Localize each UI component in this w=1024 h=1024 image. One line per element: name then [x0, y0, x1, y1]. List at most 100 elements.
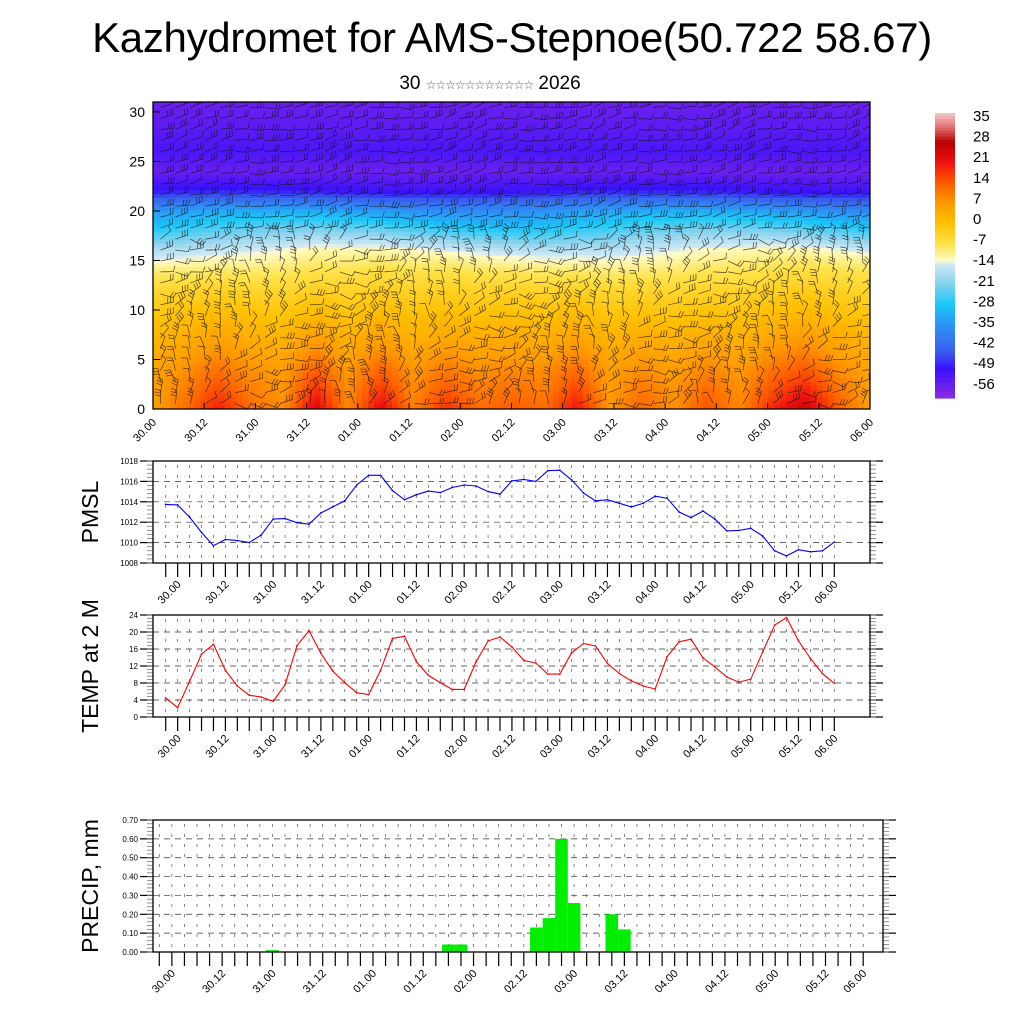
heatmap-cell — [738, 144, 746, 149]
heatmap-cell — [344, 163, 351, 168]
heatmap-cell — [517, 163, 525, 168]
heatmap-cell — [493, 128, 501, 134]
heatmap-cell — [445, 163, 453, 168]
heatmap-cell — [654, 220, 662, 226]
heatmap-cell — [840, 182, 847, 188]
heatmap-cell — [654, 140, 662, 145]
heatmap-cell — [332, 182, 339, 188]
heatmap-cell — [224, 190, 232, 195]
heatmap-cell — [553, 220, 560, 226]
heatmap-cell — [362, 136, 369, 141]
heatmap-cell — [762, 251, 770, 257]
heatmap-cell — [517, 243, 525, 249]
heatmap-cell — [421, 136, 429, 141]
heatmap-cell — [636, 190, 644, 195]
heatmap-cell — [654, 132, 662, 138]
heatmap-cell — [206, 171, 214, 176]
heatmap-cell — [702, 205, 710, 211]
heatmap-cell — [254, 232, 262, 237]
heatmap-cell — [577, 113, 584, 118]
heatmap-cell — [756, 174, 764, 180]
heatmap-cell — [356, 228, 363, 234]
heatmap-cell — [451, 174, 459, 180]
heatmap-cell — [625, 113, 632, 118]
heatmap-cell — [409, 209, 417, 214]
heatmap-cell — [386, 113, 393, 118]
heatmap-cell — [864, 144, 870, 149]
heatmap-cell — [326, 113, 333, 118]
heatmap-cell — [284, 174, 292, 180]
heatmap-cell — [780, 136, 787, 141]
heatmap-cell — [613, 163, 620, 168]
heatmap-cell — [487, 121, 495, 126]
heatmap-cell — [595, 236, 602, 241]
heatmap-cell — [553, 259, 560, 264]
heatmap-cell — [607, 155, 614, 161]
heatmap-cell — [344, 201, 351, 207]
heatmap-cell — [702, 102, 710, 107]
heatmap-cell — [595, 136, 602, 141]
heatmap-cell — [511, 174, 519, 180]
heatmap-cell — [505, 113, 513, 118]
heatmap-cell — [607, 197, 614, 203]
heatmap-cell — [451, 236, 459, 241]
heatmap-cell — [523, 182, 531, 188]
heatmap-cell — [362, 140, 369, 145]
heatmap-cell — [242, 151, 250, 157]
heatmap-cell — [636, 125, 644, 130]
heatmap-cell — [517, 220, 525, 226]
heatmap-cell — [368, 105, 375, 111]
heatmap-cell — [858, 251, 865, 257]
heatmap-cell — [374, 186, 381, 191]
heatmap-cell — [660, 197, 668, 203]
heatmap-cell — [457, 163, 465, 168]
heatmap-cell — [565, 182, 572, 188]
heatmap-cell — [864, 247, 870, 253]
heatmap-cell — [828, 240, 835, 245]
heatmap-cell — [762, 236, 770, 241]
heatmap-cell — [846, 240, 853, 245]
heatmap-cell — [559, 140, 566, 145]
heatmap-cell — [726, 228, 734, 234]
heatmap-cell — [834, 251, 841, 257]
heatmap-cell — [625, 220, 632, 226]
heatmap-cell — [397, 251, 405, 257]
heatmap-cell — [619, 240, 626, 245]
heatmap-cell — [176, 201, 184, 207]
heatmap-cell — [619, 194, 626, 199]
heatmap-cell — [164, 163, 172, 168]
heatmap-cell — [505, 240, 513, 245]
heatmap-cell — [547, 220, 554, 226]
heatmap-cell — [714, 247, 722, 253]
heatmap-cell — [194, 182, 202, 188]
heatmap-cell — [690, 121, 698, 126]
heatmap-cell — [774, 251, 781, 257]
heatmap-cell — [188, 151, 196, 157]
heatmap-cell — [690, 178, 698, 184]
heatmap-cell — [565, 109, 572, 115]
heatmap-cell — [750, 163, 758, 168]
heatmap-cell — [517, 205, 525, 211]
heatmap-cell — [720, 109, 728, 115]
heatmap-cell — [756, 155, 764, 161]
heatmap-cell — [463, 171, 471, 176]
heatmap-cell — [194, 232, 202, 237]
heatmap-cell — [852, 128, 859, 134]
heatmap-cell — [433, 232, 441, 237]
heatmap-cell — [738, 251, 746, 257]
heatmap-cell — [350, 182, 357, 188]
heatmap-cell — [571, 220, 578, 226]
heatmap-cell — [607, 151, 614, 157]
heatmap-cell — [308, 174, 315, 180]
heatmap-cell — [625, 163, 632, 168]
heatmap-cell — [816, 155, 823, 161]
heatmap-cell — [535, 220, 542, 226]
heatmap-cell — [631, 240, 638, 245]
heatmap-cell — [338, 247, 345, 253]
heatmap-cell — [499, 236, 507, 241]
heatmap-cell — [266, 247, 274, 253]
heatmap-cell — [308, 247, 315, 253]
heatmap-cell — [182, 182, 190, 188]
heatmap-cell — [362, 148, 369, 153]
heatmap-cell — [684, 228, 692, 234]
